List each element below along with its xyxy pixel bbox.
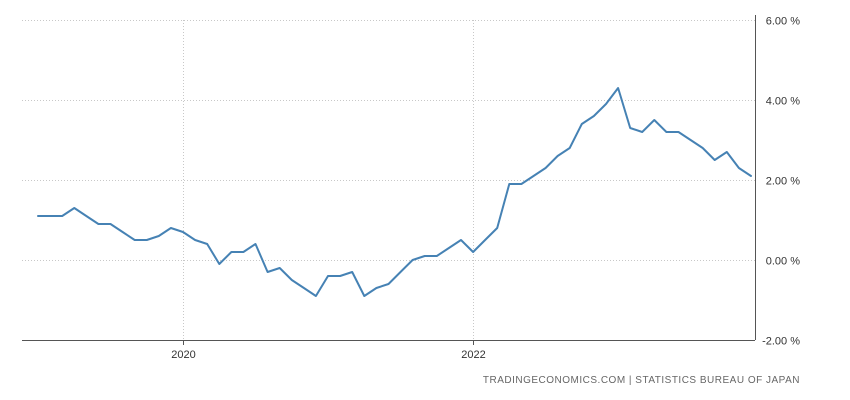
y-tick-label: 2.00 % <box>766 176 800 188</box>
series-layer <box>37 87 752 297</box>
series-line <box>37 87 752 297</box>
x-tick-label: 2022 <box>461 349 485 361</box>
y-tick-labels: 6.00 % 4.00 % 2.00 % 0.00 % -2.00 % <box>762 16 800 348</box>
x-tick-labels: 2020 2022 <box>171 349 485 361</box>
grid <box>22 20 755 340</box>
y-tick-label: -2.00 % <box>762 336 800 348</box>
x-tick-label: 2020 <box>171 349 195 361</box>
y-tick-label: 4.00 % <box>766 96 800 108</box>
y-tick-label: 6.00 % <box>766 16 800 28</box>
y-tick-label: 0.00 % <box>766 256 800 268</box>
axes <box>22 15 756 345</box>
source-label: TRADINGECONOMICS.COM | STATISTICS BUREAU… <box>482 375 800 386</box>
